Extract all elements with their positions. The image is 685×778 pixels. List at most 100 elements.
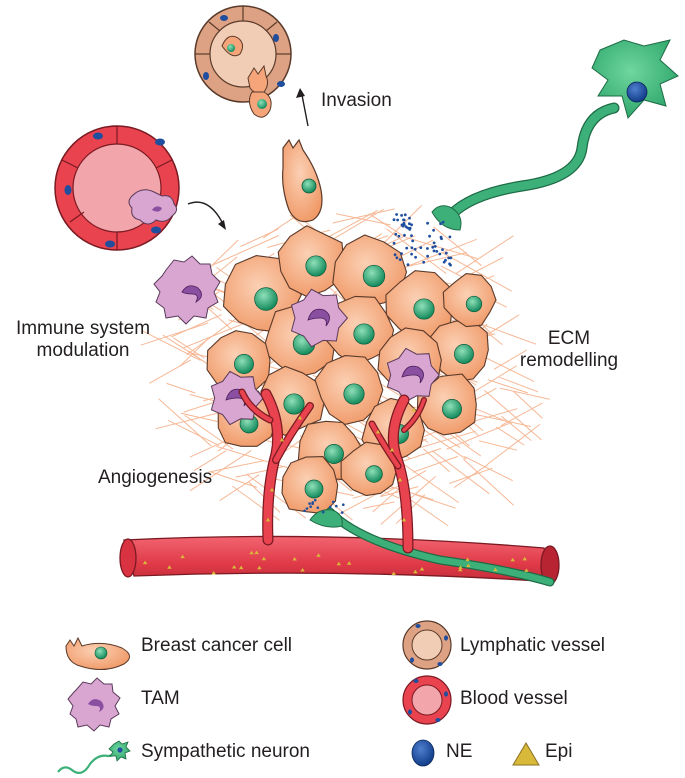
ecm-label-line1: ECM — [547, 328, 591, 349]
ecm-remodelling-label: ECM remodelling — [506, 328, 632, 372]
ne-dot — [303, 509, 306, 513]
ne-dot — [329, 505, 332, 509]
ecm-fiber — [140, 322, 209, 346]
ne-dot — [408, 216, 411, 220]
legend-breast-cancer-cell-label: Breast cancer cell — [141, 635, 293, 656]
ne-dot — [321, 510, 325, 514]
ne-dot — [340, 511, 344, 514]
ecm-fiber — [512, 390, 543, 419]
ecm-fiber — [173, 337, 205, 359]
ecm-fiber — [499, 387, 550, 400]
angiogenesis-label: Angiogenesis — [98, 467, 213, 488]
epi-triangle — [413, 569, 418, 574]
ne-dot — [408, 228, 412, 231]
ne-dot — [400, 214, 403, 217]
ne-dot — [403, 213, 407, 217]
lymphatic-vessel — [194, 5, 292, 118]
ne-dot — [432, 241, 436, 245]
ecm-label-line2: remodelling — [519, 350, 619, 371]
epi-triangle — [238, 565, 244, 570]
epi-triangle — [279, 437, 285, 442]
epi-triangle — [297, 415, 303, 420]
tam-free — [153, 255, 221, 325]
cancer-cell — [332, 234, 408, 307]
ecm-fiber — [478, 440, 518, 451]
ecm-fiber — [149, 359, 192, 384]
ecm-fiber — [446, 423, 510, 450]
epi-triangle — [411, 407, 417, 412]
ne-dot — [426, 254, 429, 258]
legend-blood-vessel-icon — [402, 675, 452, 725]
epi-triangle — [336, 561, 342, 566]
ecm-fiber — [405, 236, 478, 260]
ne-dot — [410, 223, 413, 227]
ne-dot — [411, 239, 415, 243]
ecm-fiber — [184, 414, 234, 450]
tam-in-tumor — [290, 288, 349, 348]
ecm-fiber — [335, 213, 391, 226]
epi-triangle — [397, 477, 403, 482]
ecm-fiber — [480, 323, 537, 345]
ne-dot — [428, 234, 431, 238]
ne-dot — [447, 256, 451, 260]
cancer-cell — [206, 330, 271, 392]
ecm-fiber — [463, 458, 514, 506]
epi-triangle — [401, 517, 407, 522]
epi-triangle — [167, 565, 172, 569]
ecm-fiber — [182, 319, 253, 349]
cancer-cell — [314, 355, 384, 425]
epi-triangle — [180, 554, 185, 559]
epi-triangle — [249, 550, 254, 555]
epi-triangle — [292, 557, 297, 561]
ne-dot — [335, 504, 338, 508]
legend-lymphatic-vessel-label: Lymphatic vessel — [460, 635, 606, 656]
ecm-fiber — [431, 450, 490, 495]
blood-vessel-cross-section — [54, 125, 180, 251]
legend-blood-vessel-label: Blood vessel — [460, 688, 568, 709]
epi-triangle — [458, 567, 463, 572]
epi-triangle — [465, 557, 470, 562]
epi-in-vessel — [142, 550, 529, 576]
epi-triangle — [466, 563, 471, 568]
tumor-mass — [206, 225, 497, 515]
ne-dot — [393, 253, 397, 257]
invasion-label: Invasion — [321, 90, 392, 111]
epi-triangle — [522, 556, 527, 561]
ecm-fiber — [415, 494, 456, 509]
ecm-fiber — [332, 208, 395, 224]
ecm-fiber — [483, 389, 542, 441]
ecm-fiber — [499, 376, 539, 393]
ecm-fiber — [246, 473, 307, 519]
ne-dot — [435, 250, 439, 253]
ecm-fiber — [372, 485, 404, 513]
epi-triangle — [300, 568, 305, 572]
legend-ne-icon — [411, 739, 435, 767]
extravasation-arrow — [187, 201, 226, 230]
ne-dot — [441, 220, 445, 224]
epi-triangle — [269, 487, 275, 492]
ne-dot — [426, 247, 429, 250]
epi-triangle — [316, 553, 321, 557]
epi-triangle — [419, 567, 425, 571]
cancer-cell — [426, 320, 489, 383]
epi-triangle — [211, 570, 216, 575]
ecm-fiber — [155, 411, 224, 430]
ne-dot — [440, 237, 443, 241]
ne-dot — [308, 502, 311, 505]
ne-dot — [394, 232, 398, 236]
ne-release-dots-bottom — [303, 498, 345, 514]
ecm-fiber — [170, 314, 222, 338]
ne-dot — [392, 241, 396, 245]
ecm-fiber — [423, 448, 451, 473]
ecm-fiber — [363, 501, 395, 509]
ecm-fiber — [162, 334, 206, 363]
cancer-cell — [340, 441, 398, 497]
ecm-fiber — [193, 450, 227, 472]
legend-epi-icon — [512, 742, 540, 766]
ne-dot — [342, 503, 345, 507]
ecm-fiber — [189, 449, 252, 492]
immune-modulation-label: Immune system modulation — [0, 318, 166, 362]
ne-dot — [438, 252, 442, 256]
epi-triangle — [346, 561, 352, 565]
invasion-arrow — [296, 88, 309, 127]
